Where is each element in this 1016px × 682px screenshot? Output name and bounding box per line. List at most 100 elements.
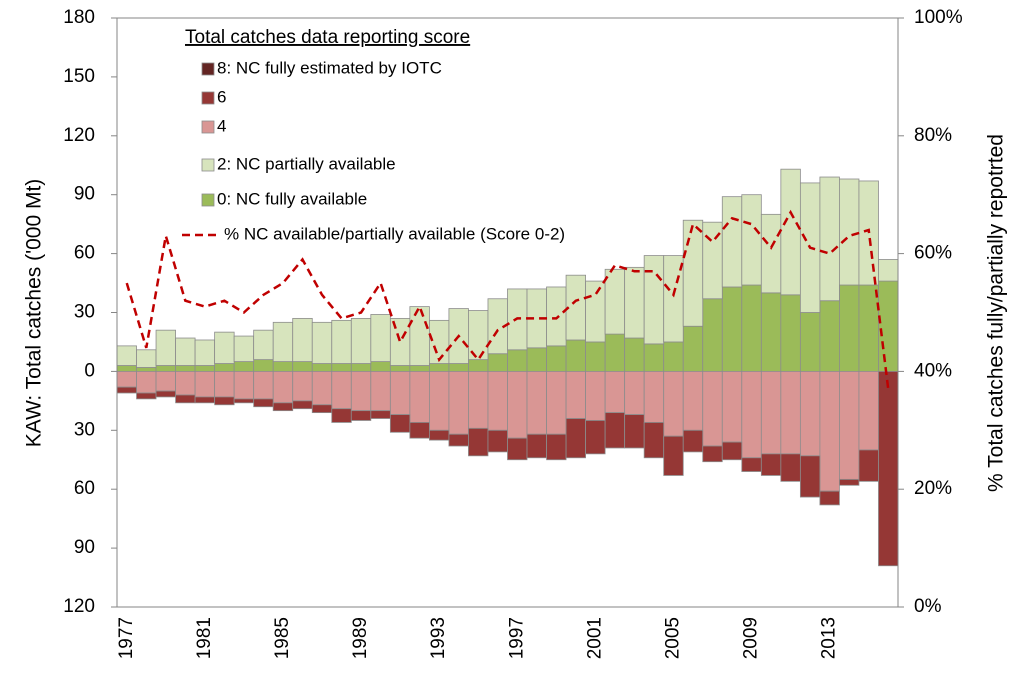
bar: [448, 433, 469, 447]
bar: [389, 365, 411, 372]
bar: [428, 370, 450, 431]
bar: [175, 365, 196, 372]
bar: [858, 370, 879, 451]
bar: [409, 365, 430, 372]
bar: [272, 361, 294, 372]
bar: [760, 213, 782, 294]
bar: [526, 370, 547, 435]
bar: [350, 363, 372, 372]
bar: [624, 337, 645, 372]
bar: [194, 396, 216, 404]
bar: [858, 284, 879, 372]
legend-swatch: [201, 193, 215, 207]
y2-tick-label: 0%: [914, 596, 942, 617]
bar: [350, 370, 372, 412]
bar: [878, 259, 899, 282]
x-tick-label: 1997: [506, 617, 527, 659]
y2-tick-label: 20%: [914, 478, 952, 499]
bar: [858, 449, 879, 482]
bar: [409, 370, 430, 423]
bar: [468, 427, 489, 457]
bar: [253, 329, 274, 361]
bar: [643, 343, 665, 372]
bar: [819, 300, 840, 372]
bar: [487, 429, 508, 453]
bar: [272, 402, 294, 412]
legend-label: 4: [217, 116, 226, 135]
bar: [604, 370, 626, 414]
bar: [116, 386, 137, 394]
bar: [839, 370, 860, 480]
bar: [116, 345, 137, 366]
bar: [721, 441, 743, 461]
bar: [389, 414, 411, 433]
bar: [721, 370, 743, 443]
bar: [116, 370, 137, 388]
bar: [839, 178, 860, 286]
x-tick-label: 2005: [662, 617, 683, 659]
y2-axis-title: % Total catches fully/partially repotrte…: [985, 134, 1008, 492]
y-tick-label: 120: [63, 125, 95, 146]
y-tick-label: 60: [74, 243, 95, 264]
bar: [799, 370, 821, 457]
bar: [233, 370, 255, 400]
bar: [233, 335, 255, 362]
bar: [136, 349, 157, 368]
bar: [350, 317, 372, 364]
bar: [214, 396, 235, 406]
x-tick-label: 2001: [584, 617, 605, 659]
y2-tick-label: 80%: [914, 125, 952, 146]
bar: [546, 345, 567, 372]
bar: [682, 325, 704, 372]
x-tick-label: 2013: [819, 617, 840, 659]
bar: [819, 490, 840, 506]
bar: [272, 321, 294, 362]
bar: [780, 370, 801, 455]
bar: [741, 284, 762, 372]
bar: [546, 433, 567, 461]
y-tick-label: 90: [74, 184, 95, 205]
bar: [116, 365, 137, 372]
bar: [253, 370, 274, 400]
bar: [878, 370, 899, 567]
bar: [760, 292, 782, 372]
bar: [155, 329, 176, 366]
bar: [409, 422, 430, 439]
bar: [311, 370, 333, 406]
bar: [526, 433, 547, 459]
bar: [741, 194, 762, 286]
bar: [760, 453, 782, 476]
bar: [604, 268, 626, 335]
legend-swatch: [201, 158, 215, 172]
legend-swatch: [201, 120, 215, 134]
x-tick-label: 1985: [272, 617, 293, 659]
x-tick-label: 1981: [194, 617, 215, 659]
bar: [663, 341, 684, 372]
bar: [721, 196, 743, 288]
bar: [194, 365, 216, 372]
bar: [682, 219, 704, 327]
legend-swatch: [201, 91, 215, 105]
bar: [468, 359, 489, 372]
bar: [311, 363, 333, 372]
bar: [780, 168, 801, 296]
bar: [546, 370, 567, 435]
bar: [331, 319, 352, 364]
bar: [175, 337, 196, 366]
bar: [507, 370, 528, 439]
x-tick-label: 1977: [116, 617, 137, 659]
bar: [721, 286, 743, 372]
bar: [624, 414, 645, 449]
y-tick-label: 120: [63, 596, 95, 617]
legend-label: 2: NC partially available: [217, 154, 396, 173]
bar: [448, 370, 469, 435]
bar: [311, 404, 333, 414]
bar: [565, 418, 587, 459]
bar: [643, 255, 665, 345]
bar: [624, 266, 645, 339]
line: [125, 209, 890, 390]
bar: [253, 398, 274, 408]
bar: [370, 370, 391, 412]
bar: [780, 453, 801, 482]
